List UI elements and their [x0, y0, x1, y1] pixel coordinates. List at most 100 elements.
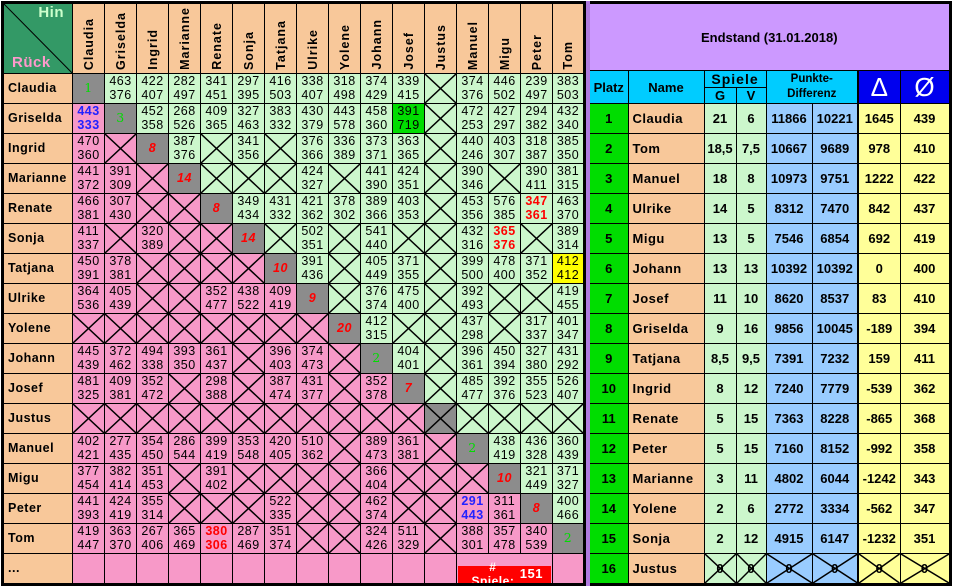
score-cell[interactable]: 341 451	[200, 72, 233, 104]
score-cell[interactable]: 453 356	[456, 192, 489, 224]
score-cell[interactable]: 541 440	[360, 222, 393, 254]
score-cell[interactable]: 390 411	[520, 162, 553, 194]
score-cell[interactable]: 511 329	[392, 522, 425, 554]
score-cell[interactable]: 268 526	[168, 102, 201, 134]
score-cell[interactable]: 340 539	[520, 522, 553, 554]
standings-row[interactable]: 14 Yolene 2 6 2772 3334 -562 347	[587, 493, 951, 524]
score-cell[interactable]: 441 393	[72, 492, 105, 524]
score-cell[interactable]: 481 325	[72, 372, 105, 404]
score-cell[interactable]: 409 365	[200, 102, 233, 134]
score-cell[interactable]: 371 327	[552, 462, 585, 494]
score-cell[interactable]: 355 523	[520, 372, 553, 404]
score-cell[interactable]: 400 466	[552, 492, 585, 524]
score-cell[interactable]: 282 497	[168, 72, 201, 104]
score-cell[interactable]: 388 301	[456, 522, 489, 554]
score-cell[interactable]: 472 253	[456, 102, 489, 134]
score-cell[interactable]: 502 351	[296, 222, 329, 254]
score-cell[interactable]: 432 316	[456, 222, 489, 254]
score-cell[interactable]: 452 358	[136, 102, 169, 134]
standings-row[interactable]: 6 Johann 13 13 10392 10392 0 400	[587, 253, 951, 284]
score-cell[interactable]: 390 346	[456, 162, 489, 194]
standings-row[interactable]: 10 Ingrid 8 12 7240 7779 -539 362	[587, 373, 951, 404]
score-cell[interactable]: 374 376	[456, 72, 489, 104]
standings-row[interactable]: 4 Ulrike 14 5 8312 7470 842 437	[587, 193, 951, 224]
score-cell[interactable]: 396 361	[456, 342, 489, 374]
score-cell[interactable]: 391 719	[392, 102, 425, 134]
score-cell[interactable]: 387 474	[264, 372, 297, 404]
score-cell[interactable]: 385 350	[552, 132, 585, 164]
score-cell[interactable]: 371 352	[520, 252, 553, 284]
score-cell[interactable]: 396 403	[264, 342, 297, 374]
score-cell[interactable]: 297 395	[232, 72, 265, 104]
score-cell[interactable]: 450 391	[72, 252, 105, 284]
score-cell[interactable]: 419 455	[552, 282, 585, 314]
score-cell[interactable]: 422 407	[136, 72, 169, 104]
score-cell[interactable]: 424 351	[392, 162, 425, 194]
standings-row[interactable]: 7 Josef 11 10 8620 8537 83 410	[587, 283, 951, 314]
score-cell[interactable]: 378 302	[328, 192, 361, 224]
score-cell[interactable]: 287 469	[232, 522, 265, 554]
score-cell[interactable]: 412 412	[552, 252, 585, 284]
score-cell[interactable]: 431 332	[264, 192, 297, 224]
score-cell[interactable]: 352 477	[200, 282, 233, 314]
score-cell[interactable]: 403 353	[392, 192, 425, 224]
score-cell[interactable]: 361 437	[200, 342, 233, 374]
score-cell[interactable]: 432 340	[552, 102, 585, 134]
score-cell[interactable]: 320 389	[136, 222, 169, 254]
score-cell[interactable]: 380 306	[200, 522, 233, 554]
score-cell[interactable]: 430 379	[296, 102, 329, 134]
score-cell[interactable]: 421 362	[296, 192, 329, 224]
score-cell[interactable]: 376 366	[296, 132, 329, 164]
score-cell[interactable]: 277 435	[104, 432, 137, 464]
score-cell[interactable]: 393 350	[168, 342, 201, 374]
score-cell[interactable]: 403 307	[488, 132, 521, 164]
score-cell[interactable]: 327 380	[520, 342, 553, 374]
score-cell[interactable]: 427 297	[488, 102, 521, 134]
score-cell[interactable]: 412 315	[360, 312, 393, 344]
score-cell[interactable]: 339 415	[392, 72, 425, 104]
score-cell[interactable]: 402 421	[72, 432, 105, 464]
score-cell[interactable]: 463 370	[552, 192, 585, 224]
score-cell[interactable]: 318 387	[520, 132, 553, 164]
score-cell[interactable]: 458 360	[360, 102, 393, 134]
score-cell[interactable]: 438 522	[232, 282, 265, 314]
score-cell[interactable]: 389 366	[360, 192, 393, 224]
score-cell[interactable]: 401 347	[552, 312, 585, 344]
score-cell[interactable]: 436 328	[520, 432, 553, 464]
score-cell[interactable]: 353 548	[232, 432, 265, 464]
score-cell[interactable]: 377 454	[72, 462, 105, 494]
score-cell[interactable]: 239 497	[520, 72, 553, 104]
score-cell[interactable]: 378 381	[104, 252, 137, 284]
score-cell[interactable]: 392 493	[456, 282, 489, 314]
score-cell[interactable]: 360 439	[552, 432, 585, 464]
score-cell[interactable]: 446 502	[488, 72, 521, 104]
score-cell[interactable]: 391 402	[200, 462, 233, 494]
score-cell[interactable]: 411 337	[72, 222, 105, 254]
score-cell[interactable]: 286 544	[168, 432, 201, 464]
score-cell[interactable]: 404 401	[392, 342, 425, 374]
score-cell[interactable]: 478 400	[488, 252, 521, 284]
standings-row[interactable]: 12 Peter 5 15 7160 8152 -992 358	[587, 433, 951, 464]
score-cell[interactable]: 355 314	[136, 492, 169, 524]
score-cell[interactable]: 485 477	[456, 372, 489, 404]
score-cell[interactable]: 409 381	[104, 372, 137, 404]
score-cell[interactable]: 381 315	[552, 162, 585, 194]
score-cell[interactable]: 351 374	[264, 522, 297, 554]
score-cell[interactable]: 576 385	[488, 192, 521, 224]
standings-row[interactable]: 15 Sonja 2 12 4915 6147 -1232 351	[587, 523, 951, 554]
score-cell[interactable]: 311 361	[488, 492, 521, 524]
score-cell[interactable]: 463 376	[104, 72, 137, 104]
standings-row[interactable]: 3 Manuel 18 8 10973 9751 1222 422	[587, 163, 951, 194]
standings-row[interactable]: 8 Griselda 9 16 9856 10045 -189 394	[587, 313, 951, 344]
score-cell[interactable]: 317 337	[520, 312, 553, 344]
score-cell[interactable]: 445 439	[72, 342, 105, 374]
score-cell[interactable]: 327 463	[232, 102, 265, 134]
score-cell[interactable]: 366 404	[360, 462, 393, 494]
score-cell[interactable]: 364 536	[72, 282, 105, 314]
score-cell[interactable]: 416 503	[264, 72, 297, 104]
standings-row[interactable]: 13 Marianne 3 11 4802 6044 -1242 343	[587, 463, 951, 494]
score-cell[interactable]: 494 338	[136, 342, 169, 374]
standings-row[interactable]: 1 Claudia 21 6 11866 10221 1645 439	[587, 103, 951, 134]
score-cell[interactable]: 405 439	[104, 282, 137, 314]
score-cell[interactable]: 352 378	[360, 372, 393, 404]
